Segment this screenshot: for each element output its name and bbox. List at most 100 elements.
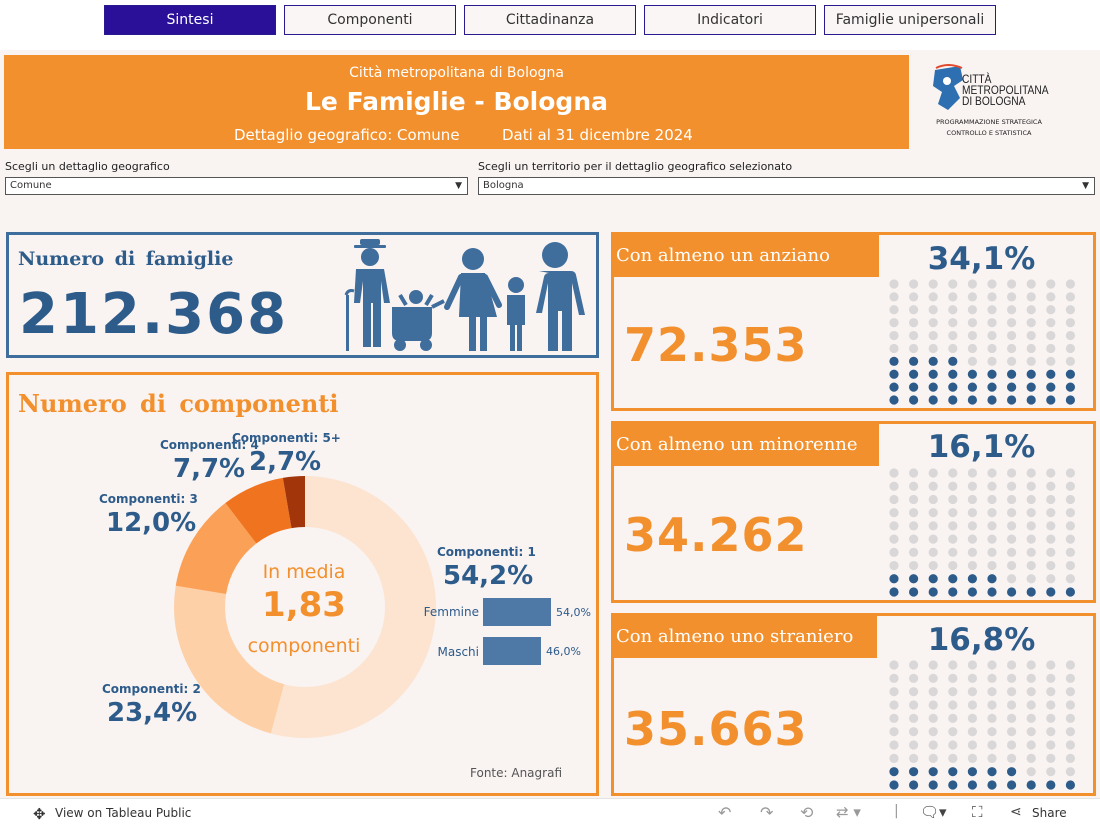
dot-empty: [987, 547, 997, 557]
dot-empty: [1065, 343, 1075, 354]
dot-filled: [889, 587, 899, 597]
indicator-card-anziano: Con almeno un anziano 72.353 34,1%: [611, 232, 1096, 411]
dot-empty: [967, 292, 977, 302]
dot-empty: [967, 713, 977, 723]
dot-empty: [1046, 660, 1056, 670]
tab-indicatori[interactable]: Indicatori: [644, 5, 816, 35]
data-date-text: Dati al 31 dicembre 2024: [502, 126, 693, 144]
dot-empty: [909, 279, 919, 289]
dot-filled: [889, 574, 899, 584]
dot-filled: [967, 574, 977, 584]
indicator-pct-minorenne: 16,1%: [927, 429, 1036, 465]
page-title: Le Famiglie - Bologna: [304, 87, 608, 116]
dot-empty: [1046, 292, 1056, 302]
components-donut-chart: [173, 476, 436, 738]
undo-icon[interactable]: ↶: [718, 803, 732, 822]
territory-dropdown[interactable]: Bologna ▼: [478, 177, 1095, 195]
comment-icon[interactable]: 🗨▾: [920, 803, 947, 821]
dot-empty: [909, 753, 919, 763]
dot-empty: [1065, 494, 1075, 505]
dot-empty: [1026, 547, 1036, 557]
dot-filled: [987, 587, 997, 597]
dot-empty: [967, 481, 977, 491]
dot-filled: [967, 395, 977, 405]
dot-empty: [909, 305, 919, 315]
donut-slice-4[interactable]: [225, 477, 292, 544]
revert-icon[interactable]: ⟲: [800, 803, 814, 822]
dot-filled: [1046, 382, 1056, 392]
components-title: Numero di componenti: [18, 389, 339, 418]
donut-slice-2[interactable]: [173, 585, 285, 734]
donut-slice-1[interactable]: [270, 476, 436, 738]
geo-detail-dropdown[interactable]: Comune ▼: [5, 177, 468, 195]
slice-label-2: Componenti: 2: [102, 682, 201, 696]
dot-filled: [889, 382, 899, 392]
dot-empty: [987, 305, 997, 315]
indicator-title-anziano: Con almeno un anziano: [614, 235, 879, 277]
dot-empty: [1065, 547, 1075, 557]
dot-empty: [909, 318, 919, 328]
dot-empty: [1046, 767, 1056, 777]
dot-empty: [1007, 481, 1017, 491]
tab-componenti[interactable]: Componenti: [284, 5, 456, 35]
dot-empty: [987, 660, 997, 670]
dot-empty: [1026, 740, 1036, 750]
dot-empty: [948, 279, 958, 289]
share-button[interactable]: Share: [1032, 806, 1067, 820]
dot-empty: [948, 660, 958, 670]
org-name: Città metropolitana di Bologna: [349, 65, 564, 81]
dot-filled: [948, 574, 958, 584]
dot-empty: [967, 356, 977, 366]
indicator-card-minorenne: Con almeno un minorenne 34.262 16,1%: [611, 421, 1096, 603]
dot-empty: [928, 279, 938, 289]
tab-sintesi[interactable]: Sintesi: [104, 5, 276, 35]
dot-empty: [987, 318, 997, 328]
donut-slice-5[interactable]: [282, 476, 305, 529]
move-icon: ✥: [33, 805, 46, 823]
dot-empty: [1065, 660, 1075, 670]
dot-empty: [987, 534, 997, 544]
dot-filled: [1026, 395, 1036, 405]
dot-empty: [987, 343, 997, 354]
dot-empty: [1065, 468, 1075, 478]
dot-empty: [1026, 673, 1036, 683]
gender-bar-maschi: [483, 637, 541, 665]
dot-empty: [1026, 713, 1036, 723]
dot-empty: [1026, 494, 1036, 505]
dot-empty: [889, 713, 899, 723]
tab-cittadinanza[interactable]: Cittadinanza: [464, 5, 636, 35]
dot-empty: [889, 305, 899, 315]
refresh-icon[interactable]: ⇄ ▾: [836, 803, 861, 821]
dot-empty: [948, 343, 958, 354]
dot-empty: [889, 740, 899, 750]
dot-empty: [1065, 713, 1075, 723]
view-on-tableau-link[interactable]: View on Tableau Public: [55, 806, 192, 820]
dot-filled: [1046, 780, 1056, 790]
share-icon[interactable]: ⋖: [1010, 804, 1022, 820]
dot-empty: [1046, 494, 1056, 505]
dot-empty: [1046, 687, 1056, 697]
dot-empty: [967, 753, 977, 763]
dot-empty: [1065, 753, 1075, 763]
dot-empty: [1007, 574, 1017, 584]
dot-empty: [1046, 508, 1056, 518]
dot-filled: [928, 395, 938, 405]
dot-filled: [928, 780, 938, 790]
dot-empty: [1065, 279, 1075, 289]
dot-filled: [928, 574, 938, 584]
indicator-dots-straniero: [889, 660, 1075, 790]
fullscreen-icon[interactable]: ⛶: [972, 803, 983, 821]
dot-filled: [1046, 587, 1056, 597]
dot-filled: [948, 780, 958, 790]
redo-icon[interactable]: ↷: [760, 803, 774, 822]
dot-filled: [948, 356, 958, 366]
dot-filled: [1065, 780, 1075, 790]
tab-famiglie-unipersonali[interactable]: Famiglie unipersonali: [824, 5, 996, 35]
dot-empty: [1046, 305, 1056, 315]
dot-empty: [948, 740, 958, 750]
dot-filled: [1007, 369, 1017, 379]
donut-slice-3[interactable]: [175, 502, 257, 594]
dot-filled: [1065, 382, 1075, 392]
gender-pct-femmine: 54,0%: [556, 606, 591, 619]
dot-empty: [948, 508, 958, 518]
